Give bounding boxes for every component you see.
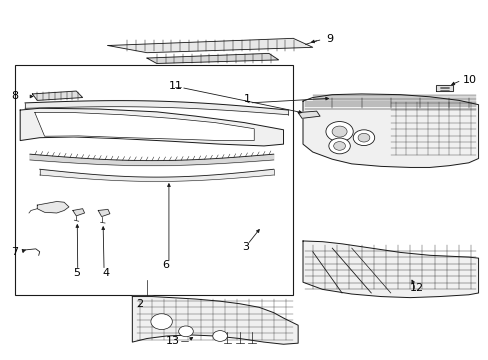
Circle shape bbox=[212, 330, 227, 341]
Text: 2: 2 bbox=[136, 299, 143, 309]
Text: 10: 10 bbox=[462, 75, 476, 85]
Polygon shape bbox=[30, 154, 273, 166]
Circle shape bbox=[151, 314, 172, 329]
Circle shape bbox=[333, 141, 345, 150]
Polygon shape bbox=[35, 113, 254, 140]
Circle shape bbox=[331, 126, 346, 137]
Text: 9: 9 bbox=[326, 35, 333, 44]
Polygon shape bbox=[25, 100, 288, 115]
Text: 4: 4 bbox=[102, 267, 109, 278]
Polygon shape bbox=[40, 169, 273, 181]
Polygon shape bbox=[147, 53, 278, 63]
Polygon shape bbox=[37, 202, 69, 213]
Text: 3: 3 bbox=[242, 242, 249, 252]
Text: 1: 1 bbox=[243, 94, 250, 104]
Polygon shape bbox=[303, 94, 478, 167]
Text: 13: 13 bbox=[166, 336, 180, 346]
Circle shape bbox=[178, 326, 193, 337]
Polygon shape bbox=[298, 111, 320, 118]
Circle shape bbox=[357, 133, 369, 142]
Polygon shape bbox=[73, 209, 84, 216]
Text: 6: 6 bbox=[162, 260, 169, 270]
Text: 11: 11 bbox=[168, 81, 183, 91]
Polygon shape bbox=[20, 108, 283, 146]
Text: 5: 5 bbox=[73, 267, 80, 278]
Circle shape bbox=[328, 138, 349, 154]
Polygon shape bbox=[435, 85, 452, 91]
Polygon shape bbox=[32, 91, 82, 100]
Text: 8: 8 bbox=[11, 91, 19, 102]
Text: 7: 7 bbox=[11, 247, 19, 257]
Polygon shape bbox=[303, 241, 478, 298]
Polygon shape bbox=[132, 297, 298, 344]
Polygon shape bbox=[98, 210, 110, 217]
Text: 12: 12 bbox=[409, 283, 424, 293]
Polygon shape bbox=[108, 39, 312, 53]
Circle shape bbox=[325, 122, 352, 141]
Circle shape bbox=[352, 130, 374, 145]
Bar bbox=[15, 65, 293, 295]
